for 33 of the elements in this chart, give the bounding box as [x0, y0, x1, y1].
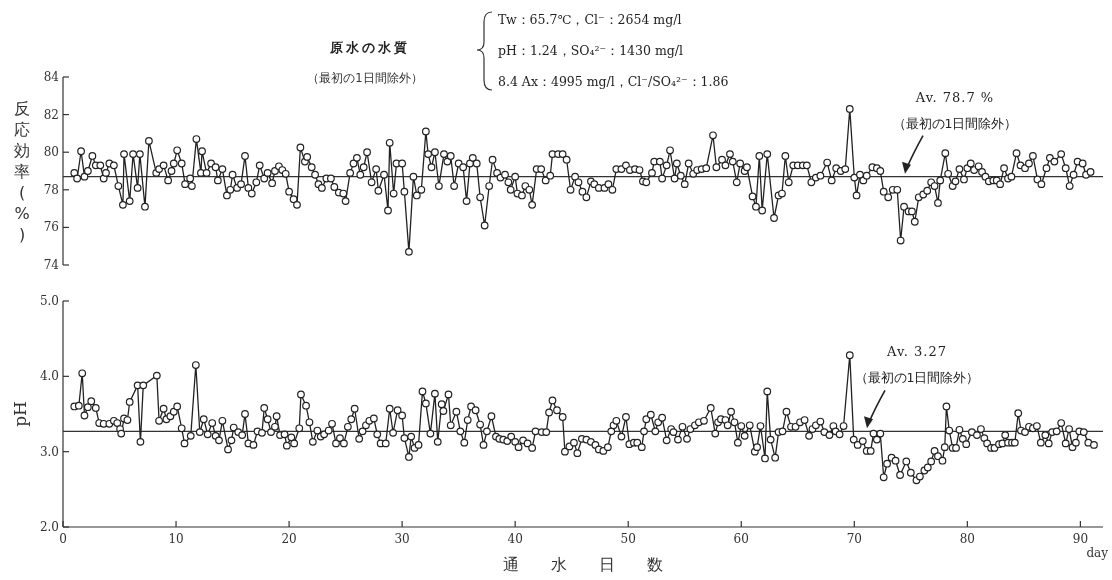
x-tick-label: 70	[846, 532, 862, 546]
y-tick-label: 74	[43, 258, 60, 272]
x-tick-label: 60	[733, 532, 749, 546]
x-tick-label: 80	[959, 532, 975, 546]
x-tick-label: 50	[620, 532, 636, 546]
y-tick-label: 78	[43, 182, 59, 197]
text: Tw：65.7℃，Cl⁻：2654 mg/l	[498, 12, 682, 27]
y-tick-label: 76	[43, 220, 59, 235]
y-tick-label: 3.0	[39, 444, 59, 459]
annotation: （最初の1日間除外）	[307, 71, 423, 85]
x-tick-label: 10	[168, 532, 184, 546]
y-axis-title: pH	[10, 401, 30, 427]
y-tick-label: 80	[43, 145, 59, 160]
y-tick-label: 4.0	[39, 369, 59, 384]
annotation: 8.4 Ax：4995 mg/l，Cl⁻/SO₄²⁻：1.86	[498, 74, 729, 89]
annotation: （最初の1日間除外）	[892, 115, 1018, 131]
ref-line-label: Av. 3.27	[886, 344, 947, 360]
y-tick-label: 84	[43, 70, 60, 84]
annotation: （最初の1日間除外）	[854, 370, 980, 386]
text: 原水の水質	[329, 40, 410, 55]
y-tick-label: 5.0	[39, 294, 59, 308]
y-axis-title: 反応効率(%)	[14, 99, 30, 244]
x-tick-label: 0	[59, 532, 67, 546]
text: day	[1086, 546, 1109, 560]
x-tick-label: 90	[1072, 532, 1089, 546]
ref-line-label: Av. 78.7 %	[914, 89, 995, 105]
x-tick-label: 20	[281, 532, 297, 546]
x-axis-title: 通 水 日 数	[503, 555, 663, 574]
y-tick-label: 2.0	[39, 520, 59, 534]
y-tick-label: 82	[43, 107, 59, 122]
x-tick-label: 40	[507, 532, 523, 546]
x-tick-label: 30	[394, 532, 410, 546]
text: pH：1.24，SO₄²⁻：1430 mg/l	[498, 43, 684, 58]
